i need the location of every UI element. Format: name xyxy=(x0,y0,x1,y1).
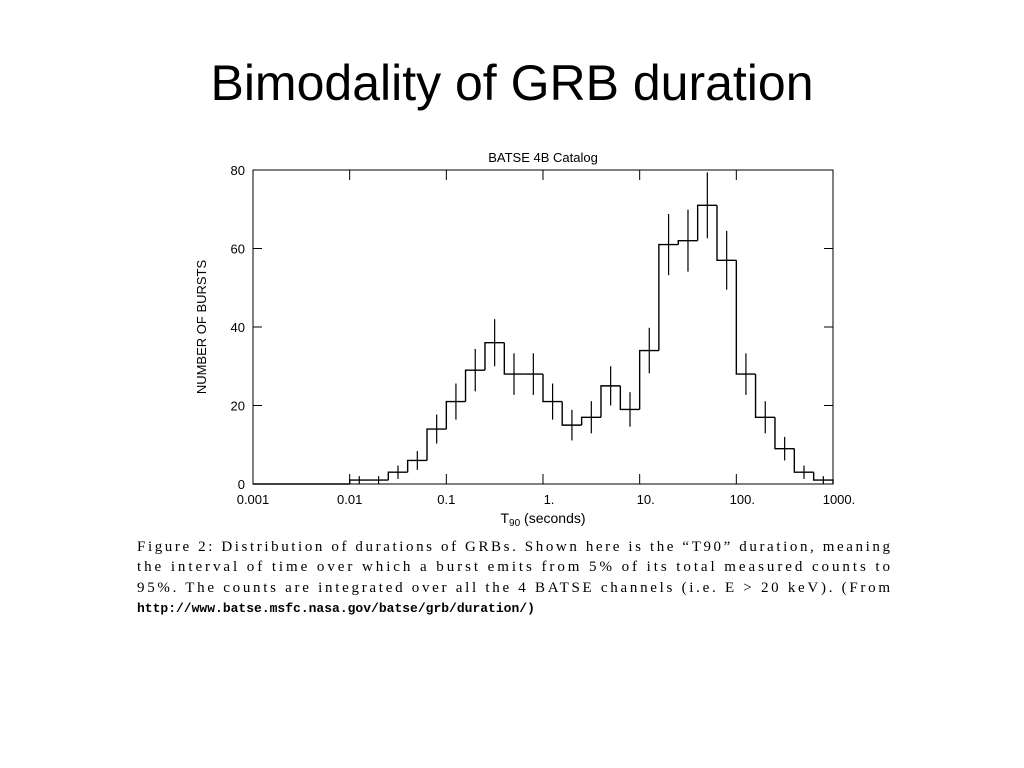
histogram-bin xyxy=(426,428,447,461)
x-tick-label: 1000. xyxy=(823,492,856,507)
histogram-bin xyxy=(484,342,505,371)
y-tick-label: 0 xyxy=(238,477,245,492)
x-tick-label: 0.01 xyxy=(337,492,362,507)
slide-title: Bimodality of GRB duration xyxy=(210,55,813,111)
histogram-bin xyxy=(503,342,524,375)
histogram-bin xyxy=(754,374,775,418)
y-axis-label: NUMBER OF BURSTS xyxy=(194,260,209,395)
x-tick-label: 100. xyxy=(730,492,755,507)
histogram-bin xyxy=(735,260,756,375)
y-tick-label: 20 xyxy=(231,399,245,414)
histogram-bin xyxy=(793,448,814,473)
caption-url: http://www.batse.msfc.nasa.gov/batse/grb… xyxy=(137,601,535,616)
histogram-bin xyxy=(658,243,679,351)
histogram-bin xyxy=(580,416,601,426)
histogram-bin xyxy=(638,349,659,410)
histogram-bin xyxy=(696,204,718,241)
histogram-bin xyxy=(716,205,737,261)
histogram-bin xyxy=(542,374,563,403)
x-tick-label: 10. xyxy=(637,492,655,507)
x-label-sub: 90 xyxy=(509,518,521,529)
caption-line: 95%. The counts are integrated over all … xyxy=(137,580,890,596)
histogram-bin xyxy=(387,471,408,481)
x-axis-label: T90 (seconds) xyxy=(500,510,585,529)
plot-frame xyxy=(252,169,834,485)
histogram-bin xyxy=(774,417,795,450)
x-label-rest: (seconds) xyxy=(520,510,585,526)
histogram-bin xyxy=(348,479,369,484)
caption-line: Figure 2: Distribution of durations of G… xyxy=(137,539,891,555)
chart-title: BATSE 4B Catalog xyxy=(488,150,598,165)
x-tick-label: 0.001 xyxy=(237,492,270,507)
x-tick-label: 0.1 xyxy=(437,492,455,507)
y-tick-label: 60 xyxy=(231,242,245,257)
x-tick-label: 1. xyxy=(544,492,555,507)
histogram-bin xyxy=(445,400,466,430)
histogram-bin xyxy=(600,385,621,418)
histogram-bin xyxy=(677,239,698,245)
y-tick-label: 80 xyxy=(231,163,245,178)
histogram-bin xyxy=(406,459,428,473)
histogram-bin xyxy=(619,385,640,411)
x-label-main: T xyxy=(500,510,509,526)
histogram-bin xyxy=(561,401,582,426)
caption-line: the interval of time over which a burst … xyxy=(137,559,890,575)
y-tick-label: 40 xyxy=(231,320,245,335)
histogram-bin xyxy=(464,369,485,402)
